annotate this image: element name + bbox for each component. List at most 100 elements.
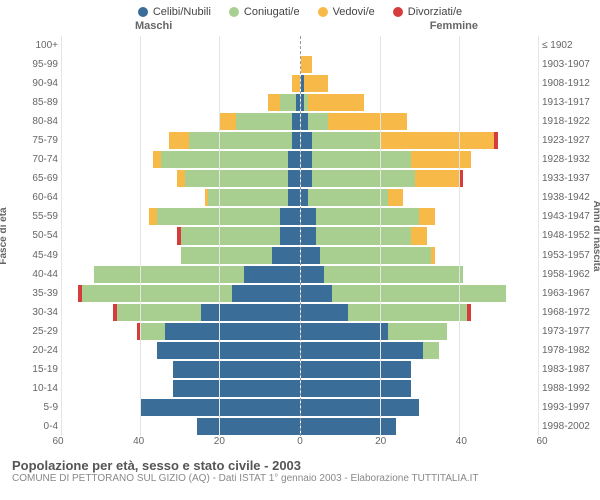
bar-segment xyxy=(415,170,459,187)
bar-row-female xyxy=(301,55,539,74)
bar-segment xyxy=(308,113,328,130)
age-label: 45-49 xyxy=(8,246,58,265)
bar-segment xyxy=(173,380,300,397)
bar-female xyxy=(301,399,539,416)
bar-female xyxy=(301,418,539,435)
bar-row-male xyxy=(62,246,300,265)
bar-segment xyxy=(301,208,317,225)
birth-label: 1948-1952 xyxy=(542,226,592,245)
label-female: Femmine xyxy=(430,20,478,32)
age-label: 65-69 xyxy=(8,169,58,188)
bar-segment xyxy=(220,113,236,130)
bar-female xyxy=(301,170,539,187)
bar-row-female xyxy=(301,284,539,303)
chart-subtitle: COMUNE DI PETTORANO SUL GIZIO (AQ) - Dat… xyxy=(12,473,588,484)
bar-row-female xyxy=(301,188,539,207)
bar-segment xyxy=(301,189,309,206)
age-label: 90-94 xyxy=(8,74,58,93)
footer: Popolazione per età, sesso e stato civil… xyxy=(0,454,600,484)
legend-item: Celibi/Nubili xyxy=(138,6,211,18)
age-label: 20-24 xyxy=(8,341,58,360)
y-axis-label-left: Fasce di età xyxy=(0,207,9,264)
bar-row-male xyxy=(62,284,300,303)
bar-row-female xyxy=(301,303,539,322)
bar-segment xyxy=(244,266,299,283)
birth-label: 1903-1907 xyxy=(542,55,592,74)
x-tick: 20 xyxy=(214,436,225,447)
bar-segment xyxy=(208,189,287,206)
bar-row-male xyxy=(62,112,300,131)
birth-label: 1928-1932 xyxy=(542,150,592,169)
bar-female xyxy=(301,75,539,92)
bar-segment xyxy=(380,132,495,149)
bar-row-male xyxy=(62,74,300,93)
age-label: 25-29 xyxy=(8,322,58,341)
gender-labels: Maschi Femmine xyxy=(0,20,600,36)
birth-label: 1978-1982 xyxy=(542,341,592,360)
bar-segment xyxy=(411,151,470,168)
chart-area: Fasce di età Anni di nascita 100+95-9990… xyxy=(0,36,600,436)
bar-segment xyxy=(169,132,189,149)
birth-label: 1908-1912 xyxy=(542,74,592,93)
bar-segment xyxy=(459,170,463,187)
bar-female xyxy=(301,56,539,73)
chart-title: Popolazione per età, sesso e stato civil… xyxy=(12,458,588,473)
bar-segment xyxy=(301,418,396,435)
bar-male xyxy=(62,342,300,359)
bar-male xyxy=(62,56,300,73)
male-panel xyxy=(62,36,301,436)
bar-segment xyxy=(301,56,313,73)
bar-segment xyxy=(157,208,280,225)
bar-segment xyxy=(201,304,300,321)
age-label: 50-54 xyxy=(8,226,58,245)
bar-segment xyxy=(94,266,244,283)
bar-male xyxy=(62,75,300,92)
bar-segment xyxy=(288,170,300,187)
bar-segment xyxy=(82,285,232,302)
bar-segment xyxy=(411,227,427,244)
birth-label: 1993-1997 xyxy=(542,398,592,417)
bar-female xyxy=(301,94,539,111)
bar-segment xyxy=(301,285,333,302)
bar-row-male xyxy=(62,322,300,341)
bar-segment xyxy=(388,323,447,340)
age-label: 0-4 xyxy=(8,417,58,436)
x-tick: 60 xyxy=(536,436,547,447)
x-tick: 60 xyxy=(52,436,63,447)
birth-label: 1938-1942 xyxy=(542,188,592,207)
age-label: 35-39 xyxy=(8,284,58,303)
bar-row-male xyxy=(62,303,300,322)
bar-segment xyxy=(292,132,300,149)
bar-row-female xyxy=(301,112,539,131)
legend-label: Divorziati/e xyxy=(408,6,462,18)
bar-segment xyxy=(117,304,200,321)
bar-female xyxy=(301,37,539,54)
birth-label: 1958-1962 xyxy=(542,265,592,284)
bar-male xyxy=(62,285,300,302)
label-male: Maschi xyxy=(135,20,172,32)
bar-female xyxy=(301,361,539,378)
bar-male xyxy=(62,170,300,187)
bar-male xyxy=(62,189,300,206)
bar-row-female xyxy=(301,398,539,417)
bar-segment xyxy=(320,247,431,264)
bar-row-male xyxy=(62,417,300,436)
bar-row-male xyxy=(62,55,300,74)
bar-row-female xyxy=(301,93,539,112)
age-label: 55-59 xyxy=(8,207,58,226)
birth-label: 1918-1922 xyxy=(542,112,592,131)
legend-label: Coniugati/e xyxy=(244,6,300,18)
bar-male xyxy=(62,151,300,168)
bar-segment xyxy=(304,75,328,92)
bar-female xyxy=(301,189,539,206)
bar-male xyxy=(62,304,300,321)
bar-segment xyxy=(153,151,161,168)
bar-female xyxy=(301,380,539,397)
bar-male xyxy=(62,208,300,225)
bar-male xyxy=(62,418,300,435)
legend-swatch xyxy=(393,7,403,17)
bar-row-female xyxy=(301,341,539,360)
age-label: 70-74 xyxy=(8,150,58,169)
bar-segment xyxy=(296,94,300,111)
bar-segment xyxy=(301,323,388,340)
